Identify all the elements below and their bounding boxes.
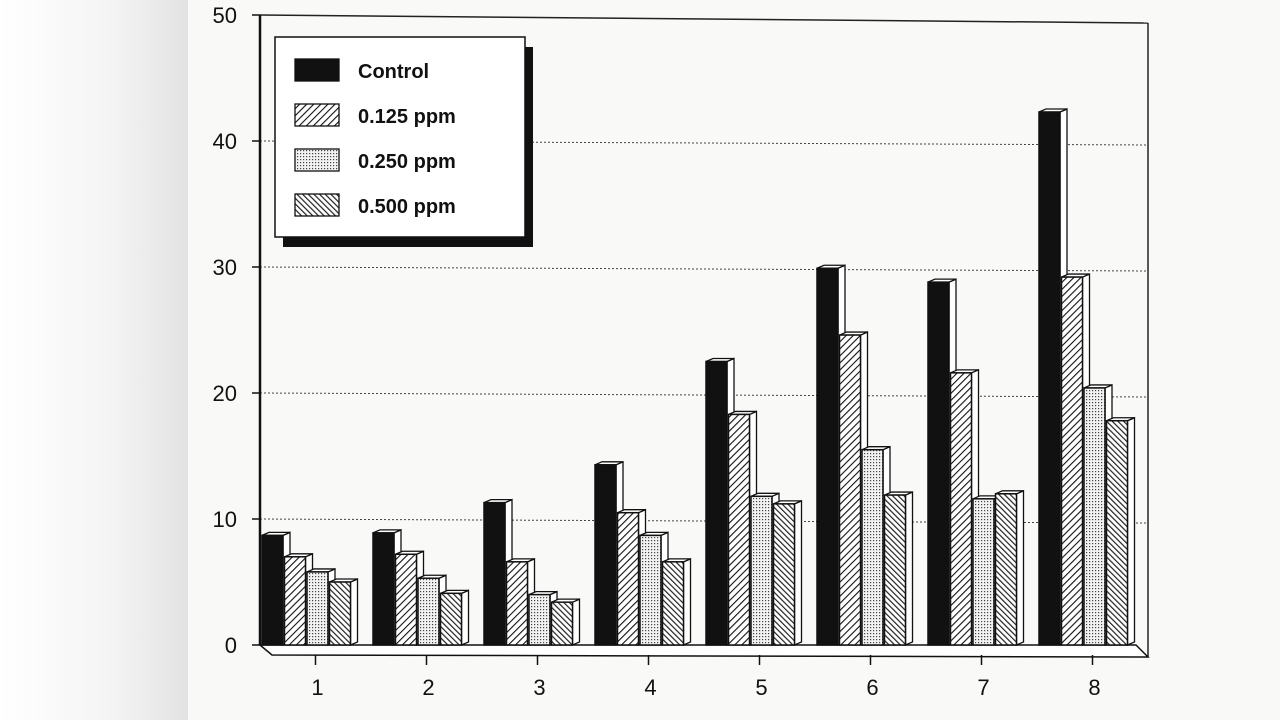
y-tick-label: 20 <box>213 381 237 406</box>
tick-labels: 0 10 20 30 40 50 1 2 3 4 5 6 7 8 <box>213 3 1101 700</box>
y-tick-label: 0 <box>225 633 237 658</box>
bar <box>528 593 551 646</box>
bar <box>483 501 506 646</box>
bar <box>861 448 884 646</box>
x-tick-label: 6 <box>866 675 878 700</box>
bar <box>705 360 728 646</box>
bar <box>816 267 839 646</box>
bar-side <box>460 589 470 646</box>
bar <box>838 334 862 646</box>
top-border <box>259 14 1149 24</box>
x-tick-label: 2 <box>422 675 434 700</box>
bar <box>750 495 773 646</box>
legend-swatch <box>294 58 340 82</box>
legend-label: 0.250 ppm <box>358 151 456 173</box>
bar <box>439 592 463 646</box>
bar <box>1060 276 1084 646</box>
bar <box>394 553 418 646</box>
bar-side <box>904 491 914 646</box>
bar <box>772 503 796 646</box>
bar <box>949 372 973 646</box>
bar-side <box>1015 489 1025 646</box>
bar-side <box>1126 416 1136 646</box>
bar <box>727 413 751 646</box>
legend-swatch <box>294 103 340 127</box>
gridline <box>259 392 1149 398</box>
bar <box>639 534 662 646</box>
y-tick-label: 10 <box>213 507 237 532</box>
bar-side <box>793 499 803 646</box>
page-margin <box>0 0 188 720</box>
bar <box>550 601 574 646</box>
legend: Control 0.125 ppm 0.250 ppm 0.500 ppm <box>274 36 533 247</box>
legend-swatch <box>294 193 340 217</box>
x-tick-label: 4 <box>644 675 656 700</box>
legend-swatch <box>294 148 340 172</box>
bar <box>972 498 995 646</box>
x-tick-label: 1 <box>311 675 323 700</box>
bar <box>1038 111 1061 646</box>
x-tick-label: 7 <box>977 675 989 700</box>
bar-side <box>349 578 359 646</box>
legend-label: 0.500 ppm <box>358 196 456 218</box>
bar <box>594 464 617 646</box>
bar <box>661 561 685 646</box>
legend-label: 0.125 ppm <box>358 106 456 128</box>
bar-side <box>682 557 692 646</box>
bar <box>372 532 395 646</box>
x-tick-label: 8 <box>1088 675 1100 700</box>
bar <box>994 493 1018 646</box>
x-tick-label: 5 <box>755 675 767 700</box>
x-tick-label: 3 <box>533 675 545 700</box>
bar-side <box>571 598 581 646</box>
gridline <box>259 266 1149 272</box>
bar <box>927 281 950 646</box>
x-axis-floor <box>257 644 1150 658</box>
bars <box>261 108 1136 646</box>
y-tick-label: 30 <box>213 255 237 280</box>
bar <box>306 571 329 646</box>
bar <box>261 534 284 646</box>
bar <box>505 561 529 646</box>
y-tick-label: 50 <box>213 3 237 28</box>
y-tick-label: 40 <box>213 129 237 154</box>
bar <box>883 494 907 646</box>
bar <box>616 511 640 646</box>
bar <box>1105 419 1129 646</box>
bar <box>328 581 352 646</box>
bar <box>283 556 307 646</box>
bar <box>1083 387 1106 646</box>
legend-label: Control <box>358 61 429 83</box>
bar <box>417 577 440 646</box>
